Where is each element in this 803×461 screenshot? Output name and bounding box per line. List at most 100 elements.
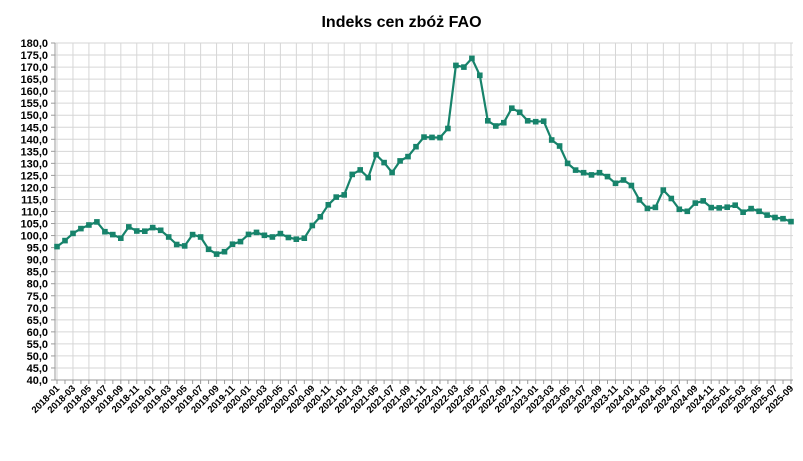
y-tick-label: 40,0 bbox=[27, 375, 48, 387]
data-point-marker bbox=[588, 172, 595, 178]
data-point-marker bbox=[213, 251, 220, 257]
data-point-marker bbox=[197, 234, 204, 240]
data-point-marker bbox=[94, 219, 100, 225]
y-tick-label: 105,0 bbox=[20, 219, 48, 231]
data-point-marker bbox=[118, 235, 124, 241]
data-point-marker bbox=[556, 143, 563, 149]
data-point-marker bbox=[102, 228, 108, 235]
data-point-marker bbox=[341, 192, 347, 198]
chart-title: Indeks cen zbóż FAO bbox=[321, 14, 482, 31]
data-point-marker bbox=[453, 62, 459, 69]
data-point-marker bbox=[628, 182, 635, 189]
data-point-marker bbox=[397, 158, 403, 164]
data-point-marker bbox=[301, 235, 308, 241]
data-point-marker bbox=[572, 167, 579, 173]
data-point-marker bbox=[644, 205, 651, 212]
data-point-marker bbox=[357, 167, 363, 173]
y-tick-label: 135,0 bbox=[20, 146, 48, 158]
data-point-marker bbox=[636, 197, 643, 203]
data-point-marker bbox=[54, 243, 60, 250]
data-point-marker bbox=[652, 204, 659, 211]
data-point-marker bbox=[660, 187, 667, 193]
data-point-marker bbox=[181, 243, 188, 249]
y-tick-label: 110,0 bbox=[21, 207, 48, 219]
data-point-marker bbox=[748, 205, 754, 212]
y-tick-label: 50,0 bbox=[27, 351, 48, 363]
data-point-marker bbox=[524, 118, 531, 124]
y-tick-label: 150,0 bbox=[20, 110, 48, 122]
data-point-marker bbox=[620, 177, 627, 183]
data-point-marker bbox=[221, 248, 228, 255]
y-tick-label: 45,0 bbox=[27, 363, 48, 375]
data-point-marker bbox=[445, 125, 451, 132]
data-point-marker bbox=[309, 222, 316, 229]
data-point-marker bbox=[700, 198, 706, 204]
data-point-marker bbox=[437, 134, 443, 141]
y-tick-label: 165,0 bbox=[20, 74, 48, 86]
data-point-marker bbox=[477, 72, 483, 79]
data-point-marker bbox=[548, 137, 555, 143]
data-point-marker bbox=[405, 153, 411, 160]
data-point-marker bbox=[70, 230, 76, 237]
data-point-marker bbox=[149, 224, 156, 231]
y-tick-label: 65,0 bbox=[27, 315, 48, 327]
data-point-marker bbox=[612, 180, 619, 187]
y-tick-label: 95,0 bbox=[27, 243, 48, 255]
y-tick-label: 70,0 bbox=[27, 303, 48, 315]
data-point-marker bbox=[325, 202, 332, 208]
data-point-marker bbox=[485, 118, 491, 124]
data-point-marker bbox=[253, 229, 260, 236]
y-tick-label: 155,0 bbox=[20, 98, 48, 110]
data-point-marker bbox=[134, 228, 140, 234]
data-point-marker bbox=[333, 194, 339, 200]
y-tick-label: 100,0 bbox=[20, 231, 48, 243]
data-point-marker bbox=[381, 159, 387, 166]
data-point-marker bbox=[493, 123, 499, 129]
data-point-marker bbox=[604, 173, 611, 180]
y-tick-label: 60,0 bbox=[27, 327, 48, 339]
data-point-marker bbox=[429, 134, 435, 141]
data-point-marker bbox=[772, 214, 778, 221]
data-point-marker bbox=[261, 232, 268, 239]
data-point-marker bbox=[110, 231, 116, 238]
data-point-marker bbox=[788, 218, 794, 225]
data-point-marker bbox=[564, 160, 571, 167]
data-point-marker bbox=[165, 234, 172, 240]
data-point-marker bbox=[205, 246, 212, 253]
data-point-marker bbox=[229, 241, 236, 247]
data-point-markers bbox=[54, 55, 794, 257]
data-point-marker bbox=[317, 214, 324, 220]
data-point-marker bbox=[142, 228, 148, 234]
data-point-marker bbox=[532, 118, 539, 125]
gridlines bbox=[55, 42, 793, 381]
y-tick-label: 75,0 bbox=[27, 291, 48, 303]
data-point-marker bbox=[293, 236, 300, 242]
data-point-marker bbox=[62, 237, 68, 244]
data-point-marker bbox=[349, 171, 355, 178]
data-point-marker bbox=[126, 224, 132, 230]
data-point-marker bbox=[78, 225, 84, 232]
data-point-marker bbox=[764, 212, 770, 218]
data-point-marker bbox=[596, 169, 603, 176]
data-point-marker bbox=[189, 231, 196, 238]
data-point-marker bbox=[501, 119, 507, 126]
data-point-marker bbox=[461, 64, 467, 70]
data-point-marker bbox=[756, 208, 762, 215]
data-point-marker bbox=[86, 222, 92, 228]
y-tick-label: 80,0 bbox=[27, 279, 48, 291]
y-tick-label: 125,0 bbox=[20, 170, 48, 182]
y-tick-label: 160,0 bbox=[20, 86, 48, 98]
data-point-marker bbox=[708, 204, 714, 211]
data-point-marker bbox=[469, 55, 475, 62]
y-tick-label: 115,0 bbox=[21, 194, 48, 206]
y-tick-label: 170,0 bbox=[20, 62, 48, 74]
y-tick-label: 90,0 bbox=[27, 255, 48, 267]
data-point-marker bbox=[421, 134, 427, 140]
data-point-marker bbox=[413, 143, 419, 150]
y-tick-label: 140,0 bbox=[20, 134, 48, 146]
data-point-marker bbox=[245, 231, 252, 238]
data-point-marker bbox=[692, 200, 699, 206]
data-point-marker bbox=[780, 215, 786, 222]
